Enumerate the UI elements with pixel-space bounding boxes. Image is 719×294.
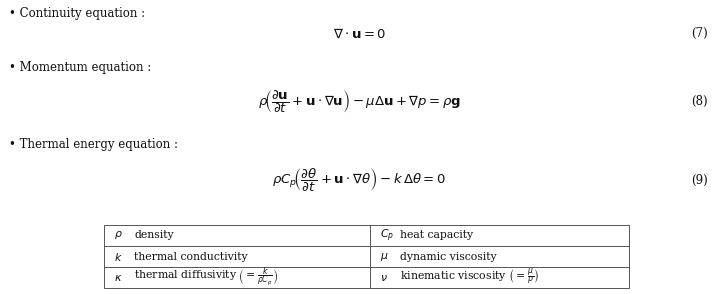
Text: $C_p$: $C_p$ [380,227,395,244]
Text: heat capacity: heat capacity [400,230,474,240]
Text: $\rho C_p\!\left(\dfrac{\partial \theta}{\partial t} + \mathbf{u} \cdot \nabla \: $\rho C_p\!\left(\dfrac{\partial \theta}… [273,167,446,194]
Text: (9): (9) [692,174,708,187]
Text: $\rho$: $\rho$ [114,229,123,241]
Text: $\kappa$: $\kappa$ [114,273,123,283]
Text: kinematic viscosity $\left(= \frac{\mu}{\rho}\right)$: kinematic viscosity $\left(= \frac{\mu}{… [400,267,539,288]
Text: • Continuity equation :: • Continuity equation : [9,7,145,20]
Text: density: density [134,230,174,240]
Text: $\nabla \cdot \mathbf{u} = 0$: $\nabla \cdot \mathbf{u} = 0$ [333,27,386,41]
Text: thermal conductivity: thermal conductivity [134,251,248,262]
Text: (8): (8) [692,95,708,108]
Text: $\nu$: $\nu$ [380,273,388,283]
Text: dynamic viscosity: dynamic viscosity [400,251,497,262]
Text: (7): (7) [692,27,708,40]
Text: • Momentum equation :: • Momentum equation : [9,61,151,74]
Text: $k$: $k$ [114,250,123,263]
Text: $\rho\!\left(\dfrac{\partial \mathbf{u}}{\partial t} + \mathbf{u} \cdot \nabla \: $\rho\!\left(\dfrac{\partial \mathbf{u}}… [258,88,461,115]
Text: thermal diffusivity $\left(= \frac{k}{\rho C_p}\right)$: thermal diffusivity $\left(= \frac{k}{\r… [134,266,278,289]
Bar [104,225,629,288]
Text: $\mu$: $\mu$ [380,250,389,263]
Text: • Thermal energy equation :: • Thermal energy equation : [9,138,178,151]
